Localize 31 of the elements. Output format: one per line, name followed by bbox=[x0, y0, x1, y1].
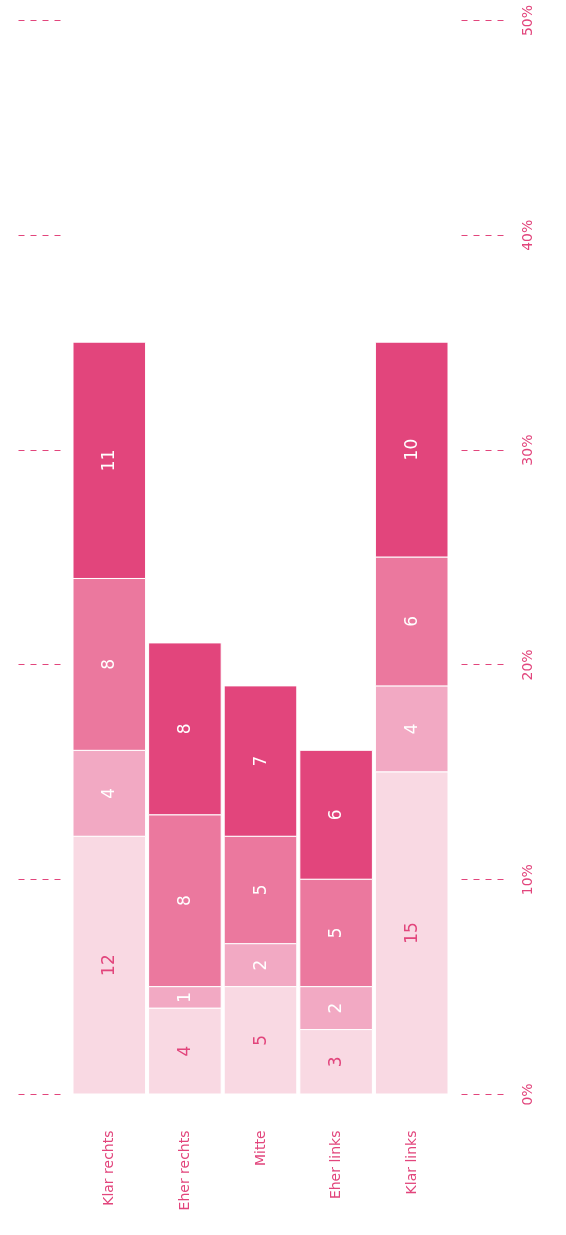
x-tick-label: Klar links bbox=[402, 1130, 419, 1195]
data-label: 7 bbox=[249, 755, 270, 767]
data-label: 4 bbox=[173, 1045, 194, 1057]
data-label: 4 bbox=[400, 723, 421, 735]
data-label: 6 bbox=[400, 616, 421, 627]
data-label: 12 bbox=[98, 954, 119, 976]
data-label: 15 bbox=[400, 922, 421, 944]
data-label: 3 bbox=[325, 1056, 346, 1068]
x-tick-label: Klar rechts bbox=[100, 1130, 117, 1206]
x-tick-label: Eher rechts bbox=[175, 1130, 192, 1211]
x-tick-label: Mitte bbox=[251, 1130, 268, 1167]
y-tick-label: 50% bbox=[518, 4, 535, 37]
x-tick-label: Eher links bbox=[327, 1130, 344, 1200]
data-label: 8 bbox=[173, 895, 194, 907]
data-label: 8 bbox=[98, 658, 119, 670]
y-tick-label: 10% bbox=[518, 864, 535, 896]
y-tick-label: 0% bbox=[518, 1083, 535, 1106]
data-label: 2 bbox=[325, 1002, 346, 1014]
y-tick-label: 30% bbox=[518, 434, 535, 466]
data-label: 4 bbox=[98, 787, 119, 799]
data-label: 11 bbox=[98, 449, 119, 472]
data-label: 8 bbox=[173, 723, 194, 735]
data-label: 2 bbox=[249, 959, 270, 971]
data-label: 5 bbox=[249, 1034, 270, 1046]
y-tick-label: 40% bbox=[518, 219, 535, 251]
y-tick-label: 20% bbox=[518, 649, 535, 681]
data-label: 10 bbox=[400, 438, 421, 461]
data-label: 5 bbox=[249, 884, 270, 896]
data-label: 5 bbox=[325, 927, 346, 939]
data-label: 6 bbox=[325, 809, 346, 821]
data-label: 1 bbox=[173, 991, 194, 1003]
